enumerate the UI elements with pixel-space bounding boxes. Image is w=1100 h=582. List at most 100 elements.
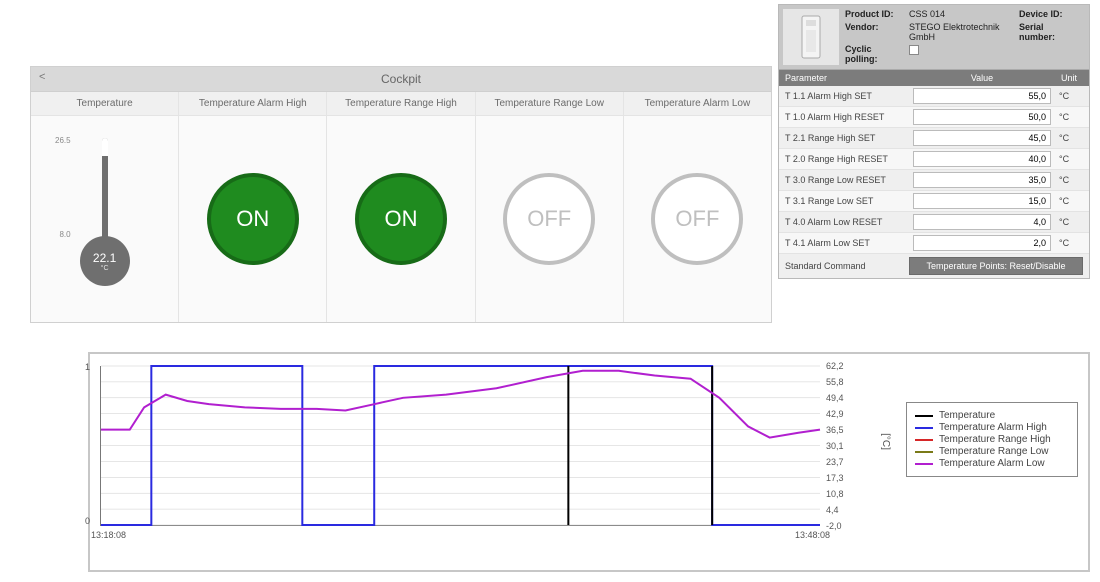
y-right-tick: 42,9 — [826, 409, 844, 419]
thermo-scale-max: 26.5 — [55, 136, 71, 145]
y-right-tick: 17,3 — [826, 473, 844, 483]
thermometer: 26.5 8.0 22.1 °C — [75, 132, 135, 312]
y-right-tick: 23,7 — [826, 457, 844, 467]
chart-legend: TemperatureTemperature Alarm HighTempera… — [906, 402, 1078, 477]
cockpit-titlebar: < Cockpit — [31, 67, 771, 92]
param-row: T 3.0 Range Low RESET °C — [779, 170, 1089, 191]
chart-panel: 1 0 13:18:08 13:48:08 [°C] 62,2 55,8 49,4 4… — [88, 352, 1090, 572]
param-name: T 4.1 Alarm Low SET — [779, 235, 909, 251]
param-row: T 4.0 Alarm Low RESET °C — [779, 212, 1089, 233]
indicator-label: ON — [236, 206, 269, 232]
y-right-tick: 30,1 — [826, 441, 844, 451]
col-header: Temperature Range High — [327, 92, 474, 116]
col-header: Temperature Alarm Low — [624, 92, 771, 116]
indicator-label: ON — [385, 206, 418, 232]
param-row: T 2.0 Range High RESET °C — [779, 149, 1089, 170]
chart-plot[interactable]: 1 0 13:18:08 13:48:08 — [100, 366, 820, 526]
thermo-scale-min: 8.0 — [59, 230, 70, 239]
param-row: T 1.0 Alarm High RESET °C — [779, 107, 1089, 128]
indicator-label: OFF — [675, 206, 719, 232]
legend-item: Temperature Alarm High — [915, 422, 1069, 433]
indicator-range-high[interactable]: ON — [355, 173, 447, 265]
param-value-input[interactable] — [913, 151, 1051, 167]
legend-item: Temperature Range Low — [915, 446, 1069, 457]
indicator-alarm-low[interactable]: OFF — [651, 173, 743, 265]
param-name: T 2.1 Range High SET — [779, 130, 909, 146]
indicator-alarm-high[interactable]: ON — [207, 173, 299, 265]
param-row: T 4.1 Alarm Low SET °C — [779, 233, 1089, 254]
y-left-1: 1 — [85, 362, 90, 372]
y-right-tick: -2,0 — [826, 521, 842, 531]
y-right-unit: [°C] — [880, 433, 891, 450]
indicator-range-low[interactable]: OFF — [503, 173, 595, 265]
legend-item: Temperature Range High — [915, 434, 1069, 445]
y-right-tick: 49,4 — [826, 393, 844, 403]
label-product-id: Product ID: — [845, 9, 903, 20]
cyclic-polling-checkbox[interactable] — [909, 45, 919, 55]
param-unit: °C — [1055, 172, 1089, 188]
device-image — [783, 9, 839, 65]
col-header: Temperature — [31, 92, 178, 116]
param-unit: °C — [1055, 214, 1089, 230]
label-cyclic: Cyclic polling: — [845, 44, 903, 65]
thermo-value: 22.1 — [93, 251, 116, 265]
reset-disable-button[interactable]: Temperature Points: Reset/Disable — [909, 257, 1083, 275]
y-right-tick: 55,8 — [826, 377, 844, 387]
col-header: Temperature Range Low — [476, 92, 623, 116]
cockpit-panel: < Cockpit Temperature 26.5 8.0 22.1 °C — [30, 66, 772, 323]
value-product-id: CSS 014 — [909, 9, 1013, 20]
legend-item: Temperature — [915, 410, 1069, 421]
cockpit-col-range-low: Temperature Range Low OFF — [476, 92, 624, 322]
col-header: Temperature Alarm High — [179, 92, 326, 116]
param-value-input[interactable] — [913, 235, 1051, 251]
x-end: 13:48:08 — [795, 530, 830, 540]
param-unit: °C — [1055, 88, 1089, 104]
param-name: T 3.1 Range Low SET — [779, 193, 909, 209]
param-footer-label: Standard Command — [779, 257, 909, 275]
y-right-tick: 62,2 — [826, 361, 844, 371]
y-right-axis: [°C] 62,255,849,442,936,530,123,717,310,… — [820, 366, 862, 526]
param-unit: °C — [1055, 151, 1089, 167]
param-value-input[interactable] — [913, 88, 1051, 104]
param-unit: °C — [1055, 130, 1089, 146]
label-vendor: Vendor: — [845, 22, 903, 43]
param-value-input[interactable] — [913, 214, 1051, 230]
param-name: T 2.0 Range High RESET — [779, 151, 909, 167]
param-row: T 3.1 Range Low SET °C — [779, 191, 1089, 212]
value-vendor: STEGO Elektrotechnik GmbH — [909, 22, 1013, 43]
thermo-unit: °C — [101, 265, 109, 272]
indicator-label: OFF — [527, 206, 571, 232]
y-right-tick: 36,5 — [826, 425, 844, 435]
param-name: T 4.0 Alarm Low RESET — [779, 214, 909, 230]
param-value-input[interactable] — [913, 130, 1051, 146]
param-unit: °C — [1055, 109, 1089, 125]
y-right-tick: 4,4 — [826, 505, 839, 515]
param-head-unit: Unit — [1055, 70, 1089, 86]
param-row: T 1.1 Alarm High SET °C — [779, 86, 1089, 107]
x-start: 13:18:08 — [91, 530, 126, 540]
param-table-header: Parameter Value Unit — [779, 70, 1089, 86]
cockpit-back-button[interactable]: < — [39, 71, 45, 83]
param-value-input[interactable] — [913, 193, 1051, 209]
label-device-id: Device ID: — [1019, 9, 1077, 20]
cockpit-col-alarm-low: Temperature Alarm Low OFF — [624, 92, 771, 322]
y-left-0: 0 — [85, 516, 90, 526]
param-unit: °C — [1055, 193, 1089, 209]
param-name: T 1.0 Alarm High RESET — [779, 109, 909, 125]
y-right-tick: 10,8 — [826, 489, 844, 499]
cockpit-col-temperature: Temperature 26.5 8.0 22.1 °C — [31, 92, 179, 322]
param-name: T 1.1 Alarm High SET — [779, 88, 909, 104]
param-row: T 2.1 Range High SET °C — [779, 128, 1089, 149]
cockpit-col-alarm-high: Temperature Alarm High ON — [179, 92, 327, 322]
param-value-input[interactable] — [913, 109, 1051, 125]
param-name: T 3.0 Range Low RESET — [779, 172, 909, 188]
param-value-input[interactable] — [913, 172, 1051, 188]
param-head-value: Value — [909, 70, 1055, 86]
legend-item: Temperature Alarm Low — [915, 458, 1069, 469]
label-serial: Serial number: — [1019, 22, 1077, 43]
param-unit: °C — [1055, 235, 1089, 251]
cockpit-col-range-high: Temperature Range High ON — [327, 92, 475, 322]
cockpit-title: Cockpit — [381, 72, 421, 86]
param-head-parameter: Parameter — [779, 70, 909, 86]
device-info-panel: Product ID: CSS 014 Device ID: Vendor: S… — [778, 4, 1090, 279]
